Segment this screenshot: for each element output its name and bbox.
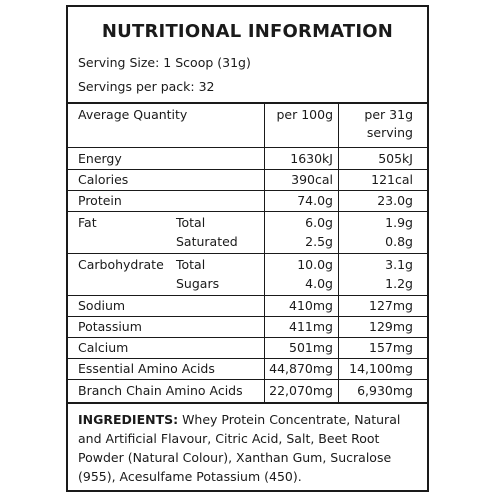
row-rule (68, 169, 427, 170)
header-per-serving-sub: serving (366, 125, 413, 140)
value-per-100g: 390cal (291, 172, 333, 187)
value-per-serving: 0.8g (385, 234, 413, 249)
value-per-100g: 4.0g (305, 276, 333, 291)
nutrition-panel: NUTRITIONAL INFORMATION Serving Size: 1 … (66, 5, 429, 492)
table-bottom-rule (68, 402, 427, 404)
value-per-serving: 3.1g (385, 257, 413, 272)
value-per-100g: 2.5g (305, 234, 333, 249)
row-rule (68, 379, 427, 380)
row-sublabel: Saturated (176, 234, 238, 249)
column-divider (264, 103, 265, 403)
row-label: Protein (78, 193, 122, 208)
row-sublabel: Sugars (176, 276, 220, 291)
row-rule (68, 253, 427, 254)
row-label: Energy (78, 151, 122, 166)
value-per-serving: 14,100mg (349, 361, 413, 376)
value-per-serving: 505kJ (378, 151, 413, 166)
value-per-100g: 1630kJ (290, 151, 333, 166)
value-per-serving: 6,930mg (357, 383, 413, 398)
row-label: Branch Chain Amino Acids (78, 383, 243, 398)
row-rule (68, 190, 427, 191)
ingredients-heading: INGREDIENTS: (78, 412, 179, 427)
row-label: Essential Amino Acids (78, 361, 215, 376)
row-sublabel: Total (176, 215, 206, 230)
value-per-100g: 74.0g (297, 193, 333, 208)
row-label: Sodium (78, 298, 126, 313)
row-rule (68, 337, 427, 338)
table-top-rule (68, 102, 427, 104)
value-per-serving: 127mg (369, 298, 413, 313)
row-label: Calories (78, 172, 129, 187)
ingredients-text: Whey Protein Concentrate, Natural and Ar… (78, 412, 401, 484)
value-per-serving: 1.2g (385, 276, 413, 291)
value-per-100g: 6.0g (305, 215, 333, 230)
value-per-100g: 22,070mg (269, 383, 333, 398)
value-per-serving: 121cal (371, 172, 413, 187)
value-per-serving: 129mg (369, 319, 413, 334)
row-label: Fat (78, 215, 97, 230)
header-average-quantity: Average Quantity (78, 107, 188, 122)
value-per-serving: 23.0g (377, 193, 413, 208)
value-per-100g: 10.0g (297, 257, 333, 272)
panel-title: NUTRITIONAL INFORMATION (101, 21, 394, 42)
row-label: Carbohydrate (78, 257, 164, 272)
value-per-100g: 44,870mg (269, 361, 333, 376)
row-rule (68, 316, 427, 317)
row-rule (68, 211, 427, 212)
column-divider (338, 103, 339, 403)
value-per-100g: 410mg (289, 298, 333, 313)
ingredients-block: INGREDIENTS: Whey Protein Concentrate, N… (78, 410, 418, 486)
header-rule (68, 147, 427, 148)
header-per-100g: per 100g (276, 107, 333, 122)
value-per-serving: 1.9g (385, 215, 413, 230)
row-label: Calcium (78, 340, 129, 355)
row-sublabel: Total (176, 257, 206, 272)
serving-size: Serving Size: 1 Scoop (31g) (78, 55, 251, 70)
value-per-100g: 501mg (289, 340, 333, 355)
row-rule (68, 295, 427, 296)
value-per-serving: 157mg (369, 340, 413, 355)
row-label: Potassium (78, 319, 142, 334)
row-rule (68, 358, 427, 359)
servings-per-pack: Servings per pack: 32 (78, 79, 215, 94)
header-per-serving: per 31g (364, 107, 413, 122)
value-per-100g: 411mg (289, 319, 333, 334)
